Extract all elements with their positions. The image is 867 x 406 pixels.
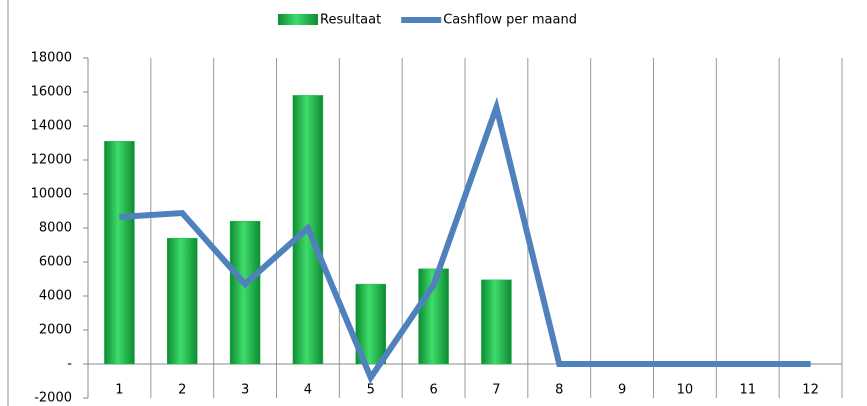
bar: [167, 237, 198, 365]
x-tick-label: 2: [178, 383, 186, 398]
legend-swatch: [278, 14, 318, 25]
x-tick-label: 1: [115, 383, 123, 398]
y-tick-label: 16000: [31, 85, 72, 100]
y-tick-label: 12000: [31, 153, 72, 168]
x-tick-label: 11: [739, 383, 756, 398]
y-tick-label: -: [67, 357, 72, 372]
y-tick-label: 10000: [31, 187, 72, 202]
x-tick-label: 5: [367, 383, 375, 398]
legend-label: Resultaat: [320, 13, 381, 28]
y-tick-label: 2000: [39, 323, 72, 338]
x-tick-label: 4: [304, 383, 312, 398]
y-tick-label: 18000: [31, 51, 72, 66]
y-tick-label: -2000: [34, 391, 72, 406]
bar: [104, 141, 135, 365]
x-tick-label: 6: [429, 383, 437, 398]
x-tick-label: 9: [618, 383, 626, 398]
legend-label: Cashflow per maand: [443, 13, 577, 28]
x-tick-label: 8: [555, 383, 563, 398]
bar: [481, 279, 512, 365]
line: [119, 96, 811, 384]
y-tick-label: 4000: [39, 289, 72, 304]
y-tick-label: 8000: [39, 221, 72, 236]
bar: [229, 220, 261, 365]
y-tick-label: 14000: [31, 119, 72, 134]
y-tick-label: 6000: [39, 255, 72, 270]
x-tick-label: 7: [492, 383, 500, 398]
x-tick-label: 3: [241, 383, 249, 398]
x-tick-label: 12: [802, 383, 819, 398]
bar: [418, 268, 449, 365]
x-tick-label: 10: [677, 383, 694, 398]
